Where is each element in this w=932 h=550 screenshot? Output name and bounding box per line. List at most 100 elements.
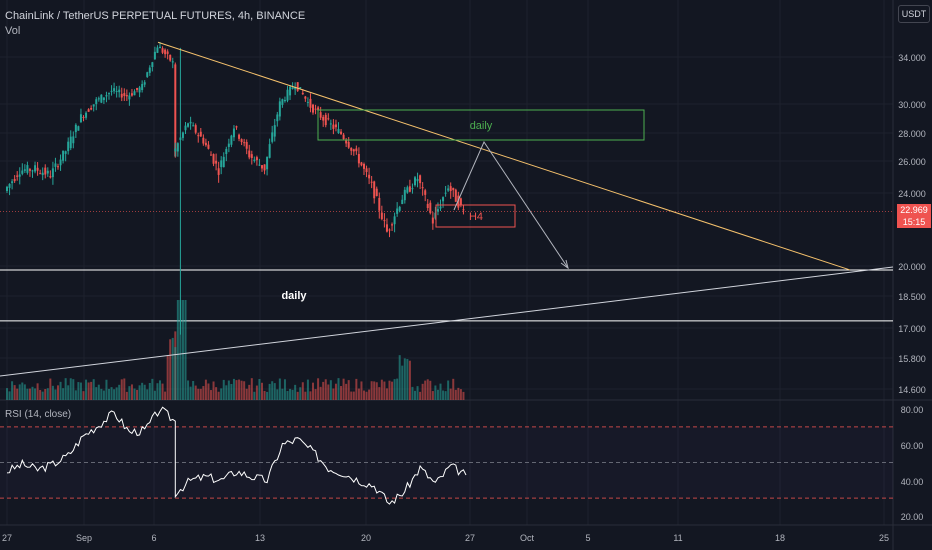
currency-button[interactable]: USDT: [898, 5, 930, 23]
volume-bar: [378, 387, 381, 400]
volume-bar: [408, 360, 411, 400]
candle-body: [39, 173, 42, 175]
candle-body: [151, 62, 154, 67]
candle-body: [459, 198, 462, 205]
candle-body: [296, 82, 299, 91]
candle-body: [136, 88, 139, 90]
volume-bar: [281, 388, 284, 400]
volume-bar: [28, 388, 31, 400]
volume-bar: [18, 384, 21, 400]
volume-bar: [309, 391, 312, 400]
volume-bar: [240, 380, 243, 400]
candle-body: [268, 144, 271, 158]
candle-body: [411, 188, 414, 190]
volume-bar: [340, 386, 343, 400]
volume-bar: [444, 391, 447, 400]
candle-body: [161, 48, 164, 53]
price-tick-label: 14.600: [898, 385, 926, 395]
volume-bar: [449, 388, 452, 400]
rsi-pane: [0, 406, 893, 505]
projection-path: [453, 140, 569, 269]
time-tick-label: 18: [775, 533, 785, 543]
volume-bar: [69, 378, 72, 400]
candle-body: [113, 88, 116, 92]
candle-body: [49, 176, 52, 178]
volume-bar: [161, 383, 164, 400]
volume-bar: [82, 391, 85, 400]
candle-body: [263, 164, 266, 171]
candle-body: [391, 224, 394, 226]
candle-body: [212, 154, 215, 164]
volume-bar: [54, 389, 57, 400]
candle-body: [327, 118, 330, 120]
candle-body: [230, 135, 233, 145]
candle-body: [345, 140, 348, 144]
volume-bar: [36, 383, 39, 400]
volume-bar: [296, 391, 299, 400]
volume-bar: [352, 391, 355, 400]
volume-bar: [51, 385, 54, 400]
candle-body: [115, 90, 118, 92]
volume-bar: [312, 382, 314, 400]
candle-body: [204, 142, 207, 146]
volume-bar: [212, 381, 215, 400]
volume-bar: [243, 381, 246, 400]
volume-bar: [426, 379, 429, 400]
volume-bar: [227, 380, 230, 400]
price-tick-label: 18.500: [898, 292, 926, 302]
volume-bar: [120, 379, 123, 400]
candle-body: [64, 151, 67, 154]
candle-body: [444, 192, 447, 194]
candle-body: [102, 97, 105, 101]
drawings: daily H4 daily: [0, 41, 894, 377]
candle-body: [197, 135, 200, 137]
daily-zone-label: daily: [470, 120, 493, 132]
volume-bar: [95, 387, 98, 400]
volume-bar: [156, 383, 159, 400]
candle-body: [189, 121, 192, 124]
price-tick-label: 15.800: [898, 354, 926, 364]
volume-bar: [192, 380, 195, 400]
volume-bar: [301, 382, 304, 400]
volume-bar: [283, 379, 286, 400]
candle-body: [421, 187, 424, 189]
volume-bar: [360, 381, 363, 400]
candle-body: [148, 67, 151, 73]
volume-bar: [347, 380, 350, 400]
volume-bar: [322, 381, 325, 400]
volume-bar: [171, 337, 174, 400]
chart-legend: ChainLink / TetherUS PERPETUAL FUTURES, …: [5, 9, 305, 39]
candle-body: [347, 141, 350, 148]
candle-body: [329, 123, 332, 125]
volume-bar: [434, 385, 437, 400]
candle-body: [309, 98, 312, 108]
volume-bar: [271, 381, 274, 400]
volume-bar: [113, 389, 116, 400]
candle-body: [388, 229, 391, 231]
candle-body: [143, 82, 146, 85]
volume-bar: [138, 385, 141, 400]
candle-body: [62, 150, 65, 161]
horizontal-lines: [0, 211, 893, 322]
candle-body: [431, 217, 434, 224]
volume-bar: [123, 378, 126, 400]
volume-bar: [332, 388, 335, 400]
volume-bar: [44, 389, 47, 400]
volume-bar: [210, 390, 212, 400]
candle-body: [130, 93, 133, 96]
candle-body: [401, 199, 404, 205]
candle-body: [368, 174, 371, 179]
volume-bar: [414, 390, 416, 400]
volume-bar: [118, 384, 121, 400]
candle-body: [291, 87, 294, 90]
volume-bar: [176, 300, 179, 400]
candle-body: [396, 208, 399, 214]
candle-body: [105, 95, 108, 97]
candle-body: [82, 116, 85, 118]
volume-bar: [388, 380, 391, 400]
candle-body: [332, 124, 335, 129]
candle-body: [436, 209, 439, 212]
volume-bar: [181, 300, 184, 400]
candle-body: [18, 174, 21, 177]
